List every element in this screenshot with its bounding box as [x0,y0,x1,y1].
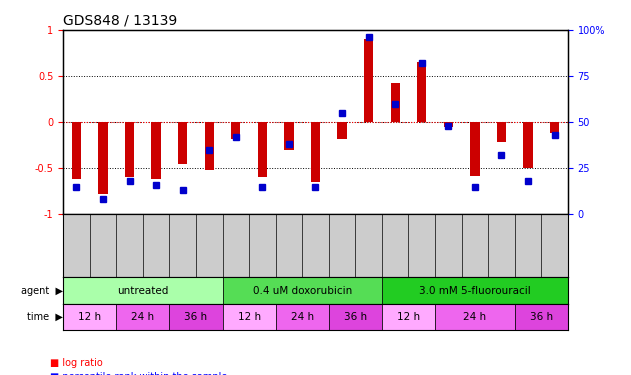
Bar [329,304,382,330]
Bar [550,122,559,133]
Bar [276,304,329,330]
Text: 24 h: 24 h [291,312,314,322]
Text: time  ▶: time ▶ [27,312,63,322]
Text: ■ percentile rank within the sample: ■ percentile rank within the sample [50,372,228,375]
Bar [285,122,293,150]
Bar [382,304,435,330]
Text: 12 h: 12 h [237,312,261,322]
Bar [435,304,515,330]
Bar [151,122,161,179]
Text: GDS848 / 13139: GDS848 / 13139 [63,13,177,27]
Text: 36 h: 36 h [530,312,553,322]
Bar [223,278,382,304]
Bar [116,304,169,330]
Bar [497,122,506,142]
Bar [257,122,267,177]
Bar [63,304,116,330]
Bar [204,122,214,170]
Bar [223,304,276,330]
Text: 36 h: 36 h [184,312,208,322]
Bar [364,39,374,122]
Bar [63,278,223,304]
Bar [391,83,400,122]
Bar [311,122,320,182]
Bar [523,122,533,168]
Text: 24 h: 24 h [131,312,155,322]
Text: 36 h: 36 h [344,312,367,322]
Bar [515,304,568,330]
Bar [382,278,568,304]
Bar [338,122,346,139]
Text: untreated: untreated [117,285,168,296]
Bar [125,122,134,177]
Text: 0.4 uM doxorubicin: 0.4 uM doxorubicin [252,285,352,296]
Text: ■ log ratio: ■ log ratio [50,357,103,368]
Text: 24 h: 24 h [463,312,487,322]
Bar [444,122,453,127]
Bar [98,122,108,194]
Text: agent  ▶: agent ▶ [21,285,63,296]
Bar [178,122,187,164]
Bar [417,62,427,122]
Text: 3.0 mM 5-fluorouracil: 3.0 mM 5-fluorouracil [419,285,531,296]
Bar [169,304,223,330]
Text: 12 h: 12 h [397,312,420,322]
Text: 12 h: 12 h [78,312,101,322]
Bar [231,122,240,139]
Bar [470,122,480,176]
Bar [72,122,81,179]
